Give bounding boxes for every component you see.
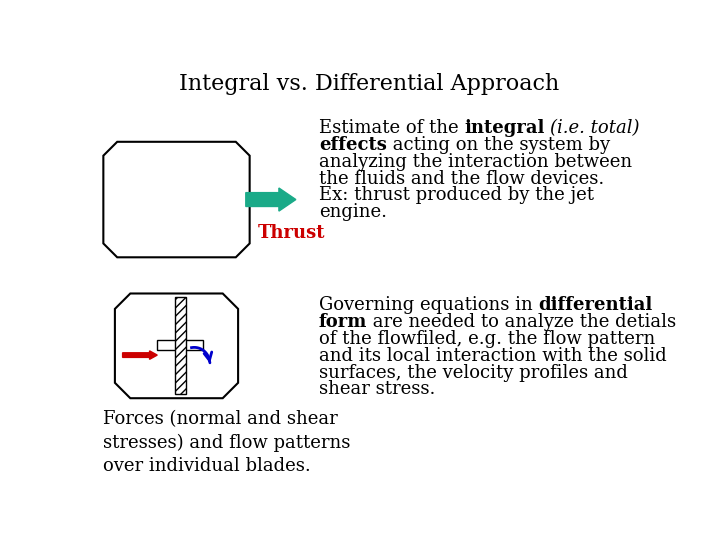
Text: Ex: thrust produced by the jet: Ex: thrust produced by the jet [319, 186, 594, 205]
Text: and its local interaction with the solid: and its local interaction with the solid [319, 347, 667, 364]
Text: surfaces, the velocity profiles and: surfaces, the velocity profiles and [319, 363, 628, 382]
Text: effects: effects [319, 136, 387, 154]
Text: engine.: engine. [319, 204, 387, 221]
Bar [157, 340, 204, 350]
Text: integral: integral [464, 119, 545, 137]
FancyArrow shape [122, 351, 157, 359]
FancyArrow shape [246, 188, 296, 211]
Text: form: form [319, 313, 367, 330]
Text: acting on the system by: acting on the system by [387, 136, 610, 154]
Text: Forces (normal and shear
stresses) and flow patterns
over individual blades.: Forces (normal and shear stresses) and f… [104, 410, 351, 475]
Text: the fluids and the flow devices.: the fluids and the flow devices. [319, 170, 604, 187]
Text: Integral vs. Differential Approach: Integral vs. Differential Approach [179, 73, 559, 95]
Text: Governing equations in: Governing equations in [319, 296, 539, 314]
Text: differential: differential [539, 296, 653, 314]
Text: Thrust: Thrust [258, 224, 325, 242]
Text: shear stress.: shear stress. [319, 381, 436, 399]
Text: of the flowfiled, e.g. the flow pattern: of the flowfiled, e.g. the flow pattern [319, 330, 655, 348]
Text: (i.e. total): (i.e. total) [551, 119, 640, 137]
Bar [175, 298, 186, 394]
Text: analyzing the interaction between: analyzing the interaction between [319, 153, 632, 171]
Text: are needed to analyze the detials: are needed to analyze the detials [367, 313, 677, 330]
Text: Estimate of the: Estimate of the [319, 119, 464, 137]
